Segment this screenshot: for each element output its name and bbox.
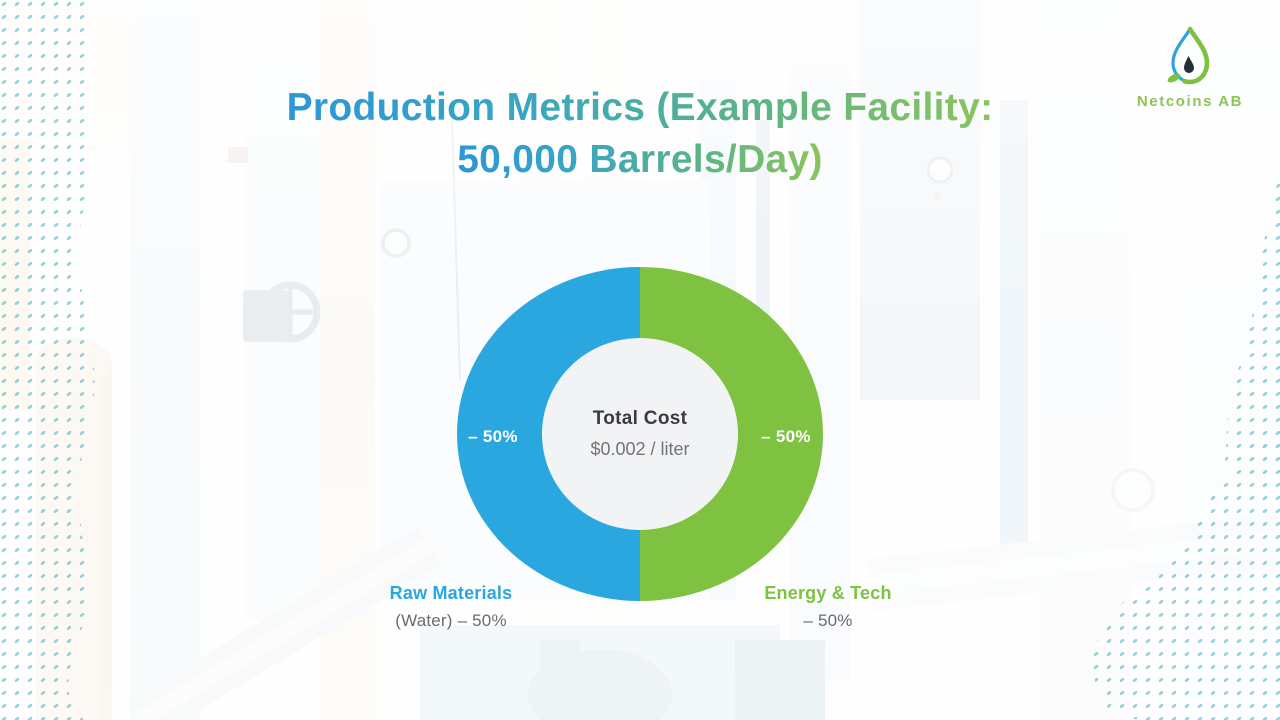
slide-title: Production Metrics (Example Facility: 50…	[0, 82, 1280, 186]
pump-body	[243, 290, 289, 342]
legend-subtitle: (Water) – 50%	[395, 611, 507, 630]
brand-logo: Netcoins AB	[1130, 26, 1250, 110]
valve-wheel	[259, 281, 321, 343]
dot-pattern-right	[1093, 175, 1280, 720]
legend-subtitle: – 50%	[803, 611, 853, 630]
legend-energy-tech: Energy & Tech – 50%	[708, 583, 948, 631]
bottom-machinery	[420, 625, 825, 720]
water-drop-icon	[1167, 26, 1210, 85]
brand-name: Netcoins AB	[1136, 93, 1244, 110]
slice-label-energy-tech: – 50%	[761, 427, 811, 446]
slide-title-line2: 50,000 Barrels/Day)	[457, 134, 823, 186]
slice-label-raw-materials: – 50%	[468, 427, 518, 446]
legend-raw-materials: Raw Materials (Water) – 50%	[331, 583, 571, 631]
slide-title-line1: Production Metrics (Example Facility:	[287, 82, 994, 134]
legend-title: Raw Materials	[389, 583, 513, 603]
donut-hole: Total Cost $0.002 / liter	[542, 338, 738, 530]
donut-chart: – 50% – 50% Total Cost $0.002 / liter	[457, 267, 823, 601]
donut-center-label: Total Cost	[592, 408, 688, 429]
donut-center-value: $0.002 / liter	[590, 439, 690, 459]
legend-title: Energy & Tech	[764, 583, 892, 603]
